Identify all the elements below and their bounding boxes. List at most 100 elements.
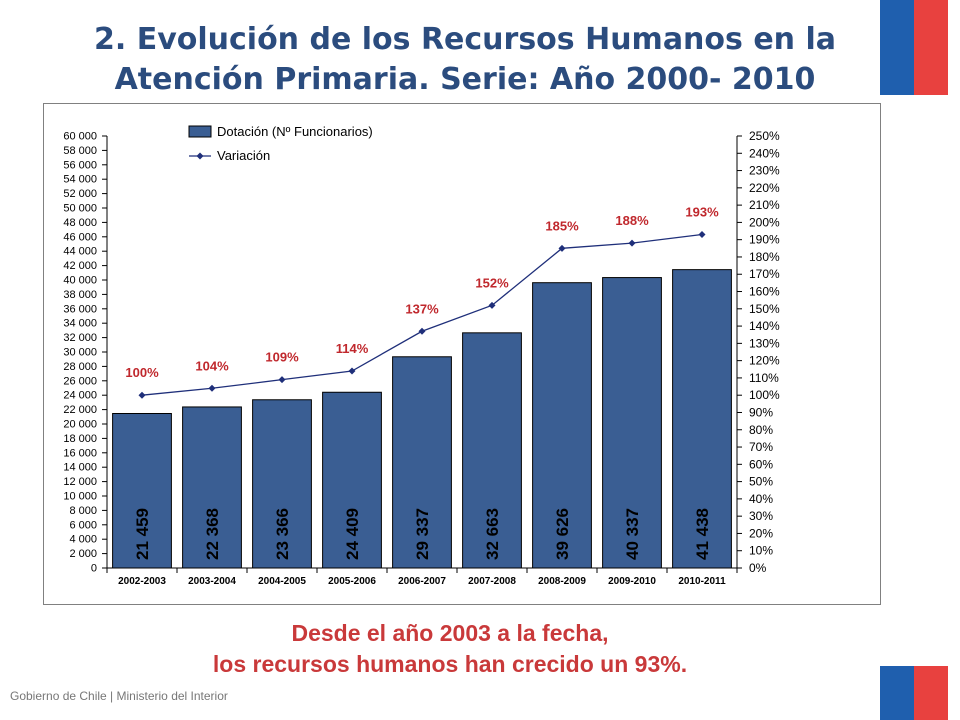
left-tick-label: 34 000 [63,318,97,330]
left-tick-label: 60 000 [63,131,97,143]
right-tick-label: 110% [749,371,779,385]
left-tick-label: 28 000 [63,361,97,373]
left-tick-label: 38 000 [63,289,97,301]
left-tick-label: 56 000 [63,159,97,171]
right-tick-label: 250% [749,129,780,143]
chart-frame: 0 2 000 4 000 6 000 8 000 10 000 12 000 14 000 1… [43,103,881,605]
left-tick-label: 48 000 [63,217,97,229]
line-point-label: 104% [195,358,229,373]
left-tick-label: 4 000 [69,534,97,546]
right-tick-label: 190% [749,233,780,247]
x-tick-label: 2010-2011 [678,576,726,587]
line-point-label: 188% [615,213,649,228]
bar-series: 21 459 22 368 23 366 24 409 29 337 32 663 39 6… [112,269,732,569]
x-tick-label: 2009-2010 [608,576,656,587]
right-tick-label: 20% [749,526,773,540]
bar-value-label: 41 438 [693,508,712,560]
line-point-marker [628,239,636,247]
caption-line-1: Desde el año 2003 a la fecha, [291,620,609,646]
left-tick-label: 12 000 [63,476,97,488]
left-tick-label: 20 000 [63,419,97,431]
line-point-label: 137% [405,301,439,316]
legend-line-label: Variación [217,148,270,163]
chile-flag-logo-top [880,0,948,95]
legend-bar-label: Dotación (Nº Funcionarios) [217,124,373,139]
x-tick-label: 2008-2009 [538,576,586,587]
left-tick-label: 8 000 [69,505,97,517]
right-tick-label: 100% [749,388,780,402]
line-point-label: 114% [336,341,369,356]
bar-value-label: 21 459 [133,508,152,560]
right-tick-label: 130% [749,336,780,350]
left-tick-label: 0 [91,563,97,575]
left-tick-label: 30 000 [63,347,97,359]
left-tick-label: 58 000 [63,145,97,157]
right-tick-label: 160% [749,285,780,299]
right-tick-label: 150% [749,302,780,316]
slide-title: 2. Evolución de los Recursos Humanos en … [93,22,837,97]
line-point-label: 185% [545,218,579,233]
bar-value-label: 39 626 [553,508,572,560]
line-point-label: 100% [125,365,159,380]
right-tick-label: 230% [749,164,780,178]
x-tick-label: 2003-2004 [188,576,236,587]
left-tick-label: 54 000 [63,174,97,186]
right-tick-label: 210% [749,198,780,212]
left-tick-label: 10 000 [63,491,97,503]
left-tick-label: 42 000 [63,260,97,272]
bar-value-label: 24 409 [343,508,362,560]
bar [252,399,312,569]
left-tick-label: 18 000 [63,433,97,445]
line-point-marker [208,384,216,392]
line-point-marker [138,391,146,399]
bar [392,356,452,569]
x-tick-label: 2006-2007 [398,576,446,587]
line-point-label: 193% [685,204,719,219]
bar [322,391,382,569]
bar [112,412,172,569]
right-tick-label: 60% [749,457,773,471]
left-tick-label: 50 000 [63,203,97,215]
bar [182,406,242,569]
x-tick-label: 2007-2008 [468,576,516,587]
bar-value-label: 29 337 [413,508,432,560]
right-tick-label: 180% [749,250,780,264]
left-tick-label: 44 000 [63,246,97,258]
legend-bar-swatch [188,125,212,138]
right-tick-label: 10% [749,544,773,558]
chile-flag-logo-bottom [880,666,948,720]
right-tick-label: 80% [749,423,773,437]
left-tick-label: 36 000 [63,303,97,315]
line-point-marker [418,327,426,335]
bar [532,282,592,569]
left-tick-label: 32 000 [63,332,97,344]
left-tick-label: 40 000 [63,275,97,287]
right-tick-label: 220% [749,181,780,195]
bar [602,277,662,569]
bar [462,332,522,569]
left-tick-label: 52 000 [63,188,97,200]
combo-chart: 0 2 000 4 000 6 000 8 000 10 000 12 000 14 000 1… [63,124,780,587]
bar-value-label: 23 366 [273,508,292,560]
right-tick-label: 240% [749,146,780,160]
line-point-marker [348,367,356,375]
line-point-marker [488,301,496,309]
left-tick-label: 14 000 [63,462,97,474]
line-point-marker [278,376,286,384]
left-tick-label: 24 000 [63,390,97,402]
footer-text: Gobierno de Chile | Ministerio del Inter… [10,689,228,703]
line-point-marker [558,244,566,252]
right-tick-label: 0% [749,561,767,575]
left-tick-label: 2 000 [69,548,97,560]
right-tick-label: 40% [749,492,773,506]
right-tick-label: 50% [749,475,773,489]
left-tick-label: 46 000 [63,231,97,243]
legend-line-marker [196,152,204,160]
x-tick-label: 2005-2006 [328,576,376,587]
x-axis: 2002-2003 2003-2004 2004-2005 2005-2006 2006… [106,567,738,587]
left-axis: 0 2 000 4 000 6 000 8 000 10 000 12 000 14 000 1… [63,131,108,575]
caption-line-2: los recursos humanos han crecido un 93%. [212,651,688,677]
right-tick-label: 70% [749,440,773,454]
line-point-label: 152% [475,275,509,290]
left-tick-label: 26 000 [63,375,97,387]
